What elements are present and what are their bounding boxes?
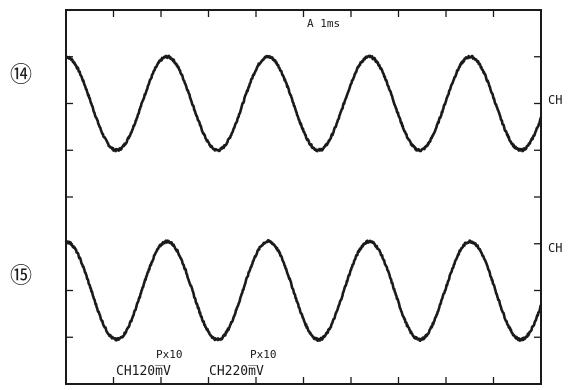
timebase-readout: A 1ms [307,17,340,30]
trace-15-waveform [64,238,543,343]
scale-readout-ch1: CH120m̅V [116,364,171,379]
trace-label-14: ⑭ [10,63,32,88]
trace-label-15: ⑮ [10,264,32,289]
channel-marker-1: CH [548,93,562,107]
probe-readout-ch2: Px10 [250,348,277,361]
probe-readout-ch1: Px10 [156,348,183,361]
scope-frame [65,9,542,385]
trace-14-waveform [65,54,543,153]
frame-ticks [66,10,541,384]
channel-marker-2: CH [548,241,562,255]
scale-readout-ch2: CH220m̅V [209,364,264,379]
